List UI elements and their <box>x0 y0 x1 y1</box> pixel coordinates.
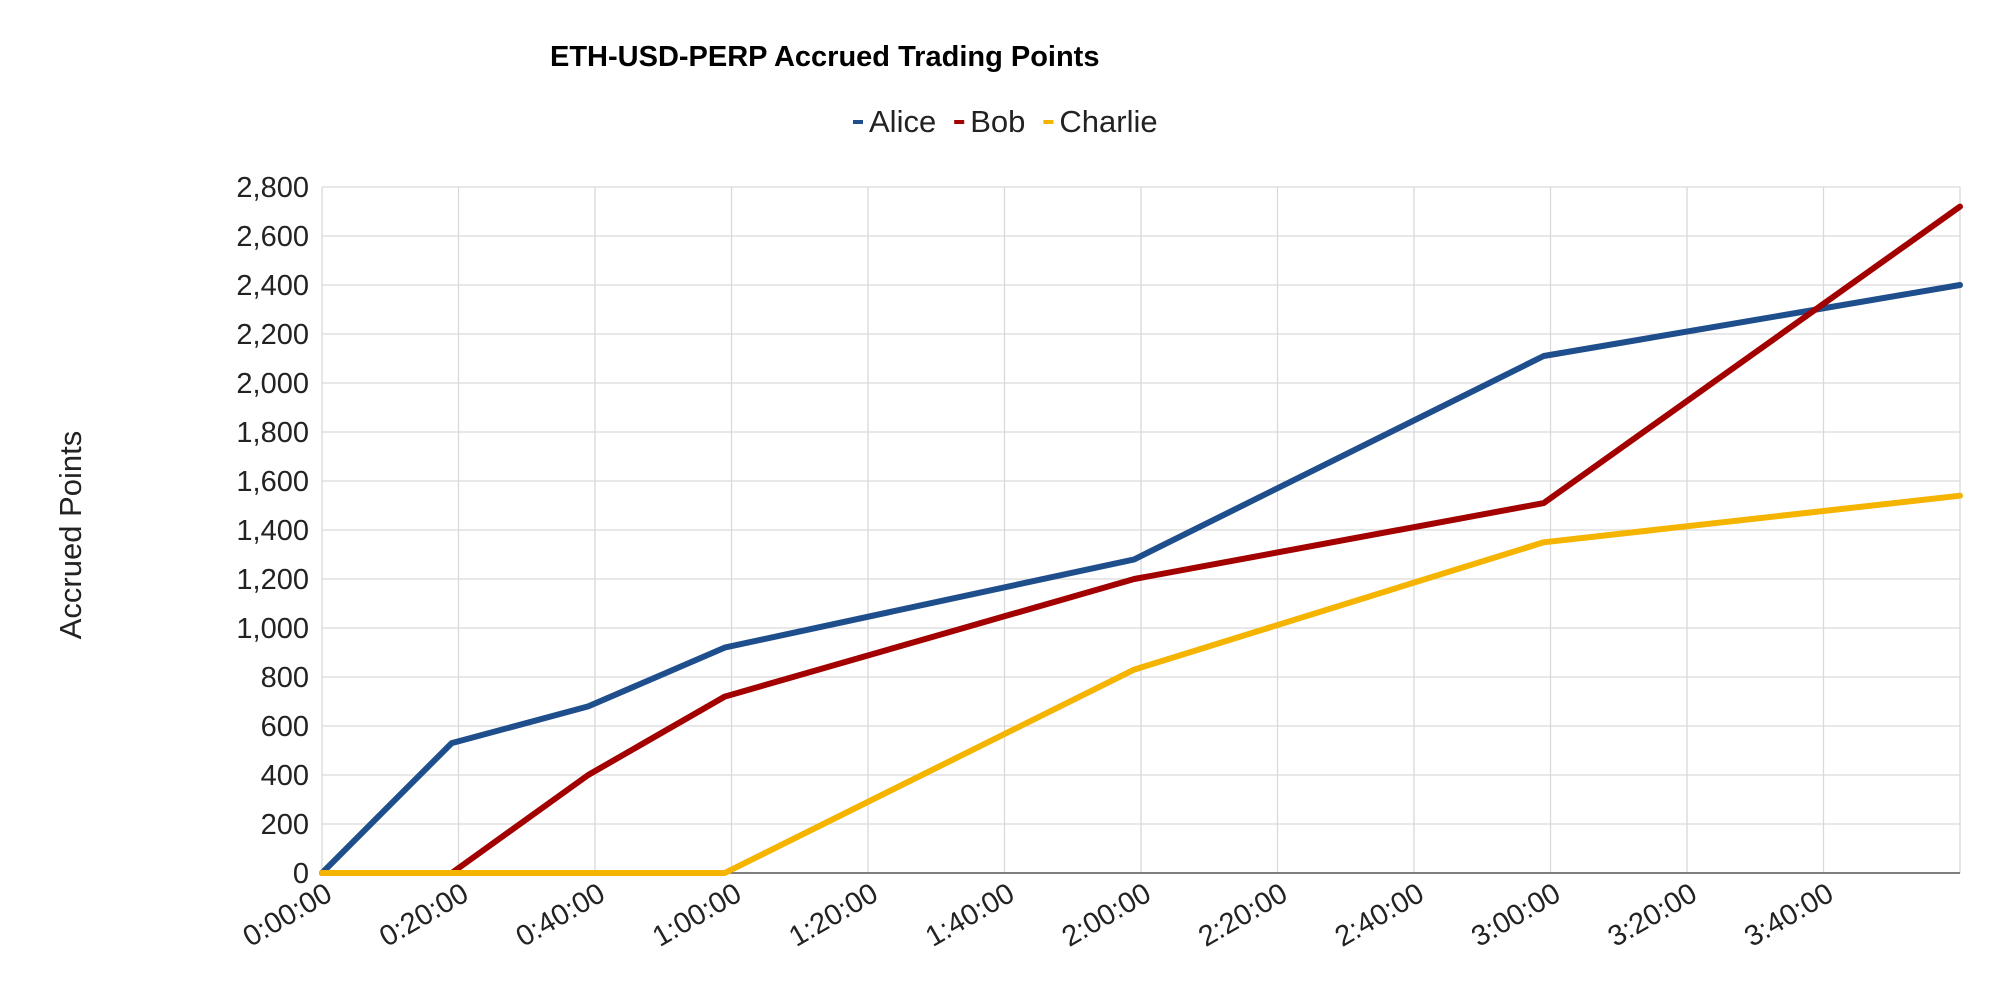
y-tick-label: 600 <box>261 711 309 743</box>
x-tick-label: 1:40:00 <box>920 877 1020 953</box>
gridlines <box>321 186 1961 873</box>
y-tick-label: 400 <box>261 760 309 792</box>
x-tick-label: 0:40:00 <box>511 877 611 953</box>
y-tick-label: 1,400 <box>236 515 309 547</box>
x-tick-label: 0:00:00 <box>238 877 338 953</box>
y-tick-label: 2,600 <box>236 221 309 253</box>
y-axis-title: Accrued Points <box>53 431 88 640</box>
x-tick-label: 1:00:00 <box>647 877 747 953</box>
x-tick-label: 2:40:00 <box>1330 877 1430 953</box>
y-tick-label: 1,200 <box>236 564 309 596</box>
x-tick-label: 3:40:00 <box>1739 877 1839 953</box>
y-tick-label: 200 <box>261 809 309 841</box>
y-tick-label: 1,600 <box>236 466 309 498</box>
series-lines <box>319 203 1963 876</box>
y-tick-label: 800 <box>261 662 309 694</box>
legend: Alice Bob Charlie <box>853 104 1158 139</box>
chart-title: ETH-USD-PERP Accrued Trading Points <box>550 41 1099 73</box>
x-tick-label: 1:20:00 <box>784 877 884 953</box>
tick-labels: 0 200 400 600 800 1,000 1,200 1,400 1,600 1,800 2,… <box>236 172 1839 953</box>
x-tick-label: 3:20:00 <box>1603 877 1703 953</box>
legend-label-bob: Bob <box>970 104 1025 139</box>
x-tick-label: 0:20:00 <box>374 877 474 953</box>
y-tick-label: 1,000 <box>236 613 309 645</box>
y-tick-label: 2,800 <box>236 172 309 204</box>
y-tick-label: 2,400 <box>236 270 309 302</box>
x-tick-label: 2:20:00 <box>1193 877 1293 953</box>
x-tick-label: 2:00:00 <box>1057 877 1157 953</box>
y-tick-label: 2,000 <box>236 368 309 400</box>
legend-label-alice: Alice <box>869 104 936 139</box>
series-line-charlie <box>319 492 1963 876</box>
y-tick-label: 1,800 <box>236 417 309 449</box>
legend-label-charlie: Charlie <box>1059 104 1157 139</box>
series-line-alice <box>319 282 1963 876</box>
y-tick-label: 2,200 <box>236 319 309 351</box>
y-tick-label: 0 <box>293 858 309 890</box>
x-tick-label: 3:00:00 <box>1466 877 1566 953</box>
